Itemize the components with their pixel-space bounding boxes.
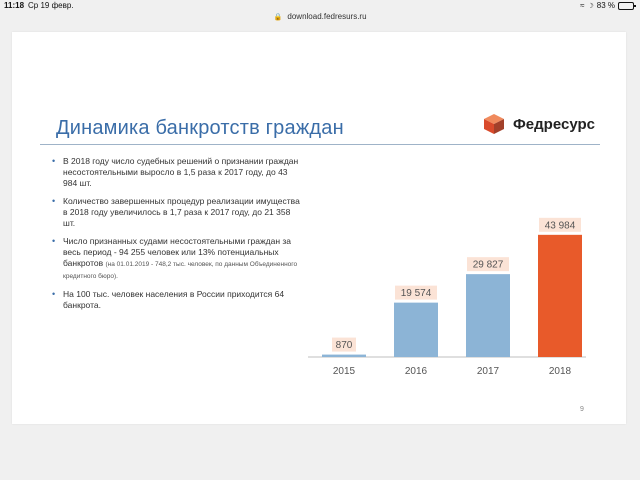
wifi-icon: ≈ — [580, 1, 585, 10]
bullet-dot-icon: • — [52, 289, 56, 299]
status-right: ≈ ☽ 83 % — [580, 1, 636, 10]
data-label: 870 — [336, 340, 353, 351]
bullet-list: • В 2018 году число судебных решений о пр… — [50, 156, 300, 318]
data-label-bg — [467, 257, 509, 272]
address-bar[interactable]: 🔒 download.fedresurs.ru — [0, 12, 640, 24]
lock-icon: 🔒 — [273, 14, 283, 21]
fedresurs-logo: Федресурс — [482, 112, 595, 136]
bankruptcy-bar-chart: 870 2015 19 574 2016 29 827 2017 43 984 2018 — [308, 217, 586, 377]
page-number: 9 — [580, 406, 584, 413]
status-bar: 11:18 Ср 19 февр. ≈ ☽ 83 % — [0, 0, 640, 12]
x-tick-label: 2016 — [405, 366, 428, 377]
x-tick-label: 2017 — [477, 366, 500, 377]
bullet-dot-icon: • — [52, 156, 56, 166]
moon-icon: ☽ — [587, 2, 594, 10]
url-text[interactable]: download.fedresurs.ru — [287, 12, 367, 21]
battery-percent: 83 % — [596, 1, 615, 10]
bullet-item: • На 100 тыс. человек населения в России … — [50, 289, 300, 311]
bar — [466, 274, 510, 357]
status-time: 11:18 — [4, 1, 25, 10]
data-label: 43 984 — [545, 220, 576, 231]
bullet-item: • Количество завершенных процедур реализа… — [50, 196, 300, 229]
fedresurs-logo-icon — [484, 114, 504, 134]
x-tick-label: 2015 — [333, 366, 356, 377]
x-tick-label: 2018 — [549, 366, 572, 377]
bullet-text: В 2018 году число судебных решений о при… — [63, 156, 299, 188]
title-divider — [40, 144, 600, 145]
battery-icon — [618, 1, 636, 10]
data-label-bg — [395, 285, 437, 300]
bullet-item: • В 2018 году число судебных решений о пр… — [50, 156, 300, 189]
data-label-bg — [539, 217, 581, 232]
bullet-note: (на 01.01.2019 - 748,2 тыс. человек, по … — [63, 261, 298, 280]
bullet-dot-icon: • — [52, 196, 56, 206]
bar — [538, 234, 582, 357]
presentation-slide: Динамика банкротств граждан Федресурс • В… — [12, 32, 626, 424]
bullet-item: • Число признанных судами несостоятельным… — [50, 236, 300, 282]
status-date: Ср 19 февр. — [28, 1, 74, 10]
bullet-text: На 100 тыс. человек населения в России п… — [63, 289, 285, 310]
logo-text: Федресурс — [513, 115, 595, 133]
bullet-dot-icon: • — [52, 236, 56, 246]
bar — [322, 354, 366, 357]
bullet-text: Количество завершенных процедур реализац… — [63, 196, 300, 228]
data-label: 19 574 — [401, 288, 432, 299]
bar — [394, 302, 438, 357]
data-label-bg — [332, 337, 356, 352]
bullet-text: Число признанных судами несостоятельными… — [63, 236, 292, 268]
slide-title: Динамика банкротств граждан — [56, 117, 344, 139]
data-label: 29 827 — [473, 260, 504, 271]
